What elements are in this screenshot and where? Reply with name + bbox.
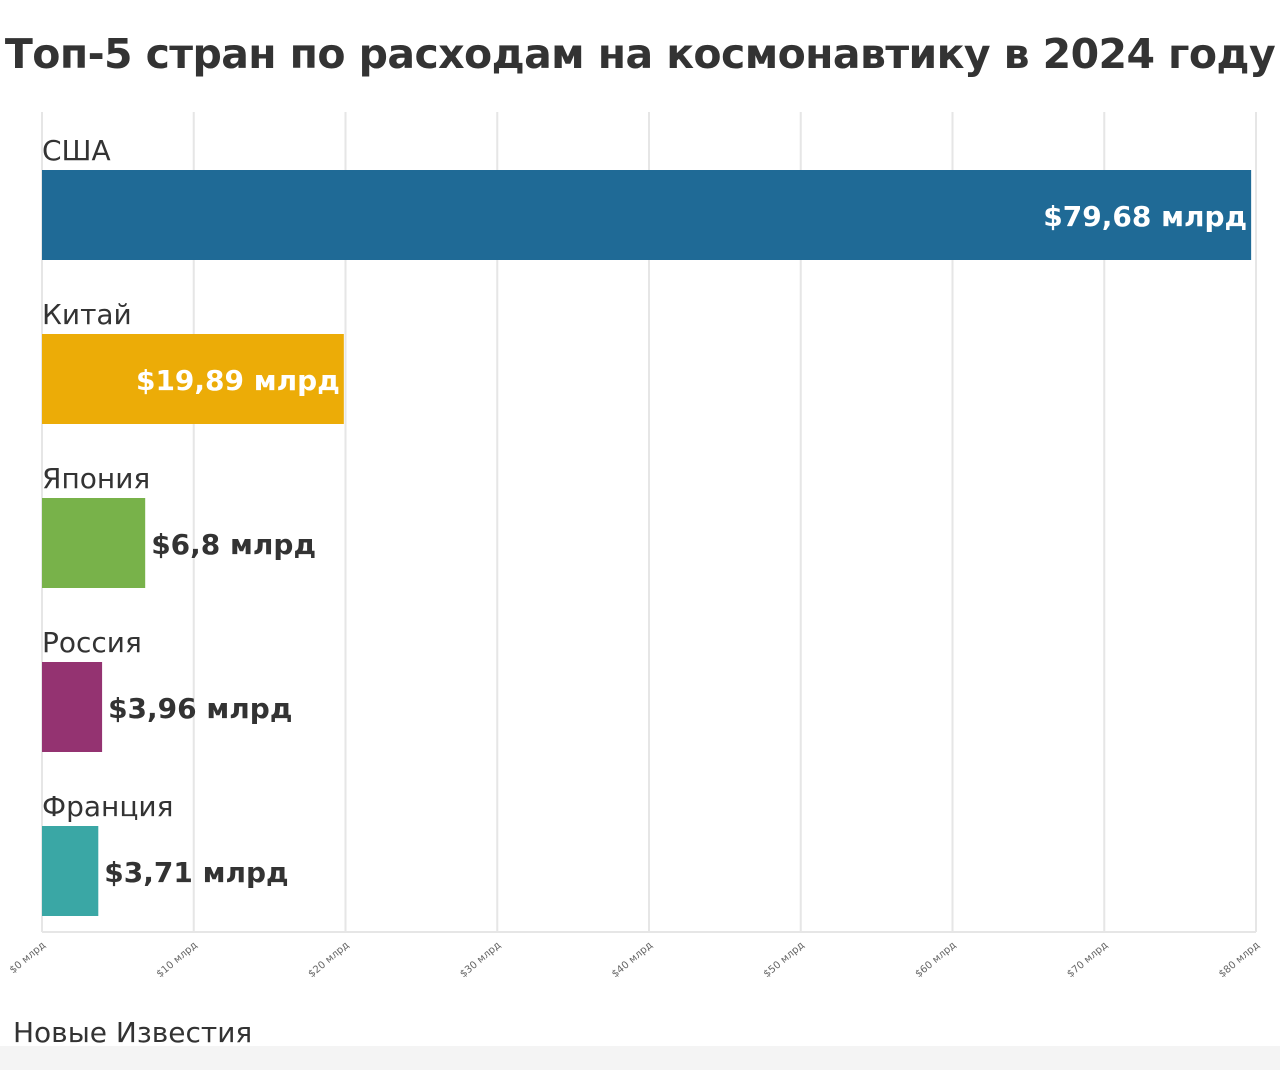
value-label: $3,96 млрд: [108, 692, 292, 725]
category-label: США: [42, 134, 111, 167]
x-tick-label: $0 млрд: [8, 940, 48, 976]
x-tick-label: $50 млрд: [762, 940, 807, 980]
value-label: $6,8 млрд: [151, 528, 316, 561]
category-label: Япония: [42, 462, 150, 495]
bar: [42, 498, 146, 588]
bar: [42, 826, 99, 916]
bar: [42, 662, 103, 752]
x-tick-label: $70 млрд: [1065, 940, 1110, 980]
category-label: Россия: [42, 626, 142, 659]
category-label: Китай: [42, 298, 132, 331]
x-axis-ticks: $0 млрд $10 млрд $20 млрд $30 млрд $40 млрд $…: [8, 940, 1262, 980]
x-tick-label: $60 млрд: [913, 940, 958, 980]
value-label: $19,89 млрд: [136, 364, 340, 397]
bar: [42, 170, 1252, 260]
bar-chart: США $79,68 млрд Китай$19,89 млрд Япония$6,8…: [8, 112, 1262, 980]
x-tick-label: $10 млрд: [155, 940, 200, 980]
bar: [42, 334, 344, 424]
chart-title: Топ-5 стран по расходам на космонавтику …: [4, 30, 1276, 78]
x-tick-label: $30 млрд: [458, 940, 503, 980]
value-label: $3,71 млрд: [104, 856, 288, 889]
x-tick-label: $80 млрд: [1217, 940, 1262, 980]
bars: США $79,68 млрд Китай$19,89 млрд Япония$6,8…: [42, 134, 1252, 916]
bottom-strip: [0, 1046, 1280, 1070]
x-tick-label: $20 млрд: [306, 940, 351, 980]
source-label: Новые Известия: [13, 1016, 253, 1049]
category-label: Франция: [42, 790, 173, 823]
value-label: $79,68 млрд: [1043, 200, 1247, 233]
x-tick-label: $40 млрд: [610, 940, 655, 980]
